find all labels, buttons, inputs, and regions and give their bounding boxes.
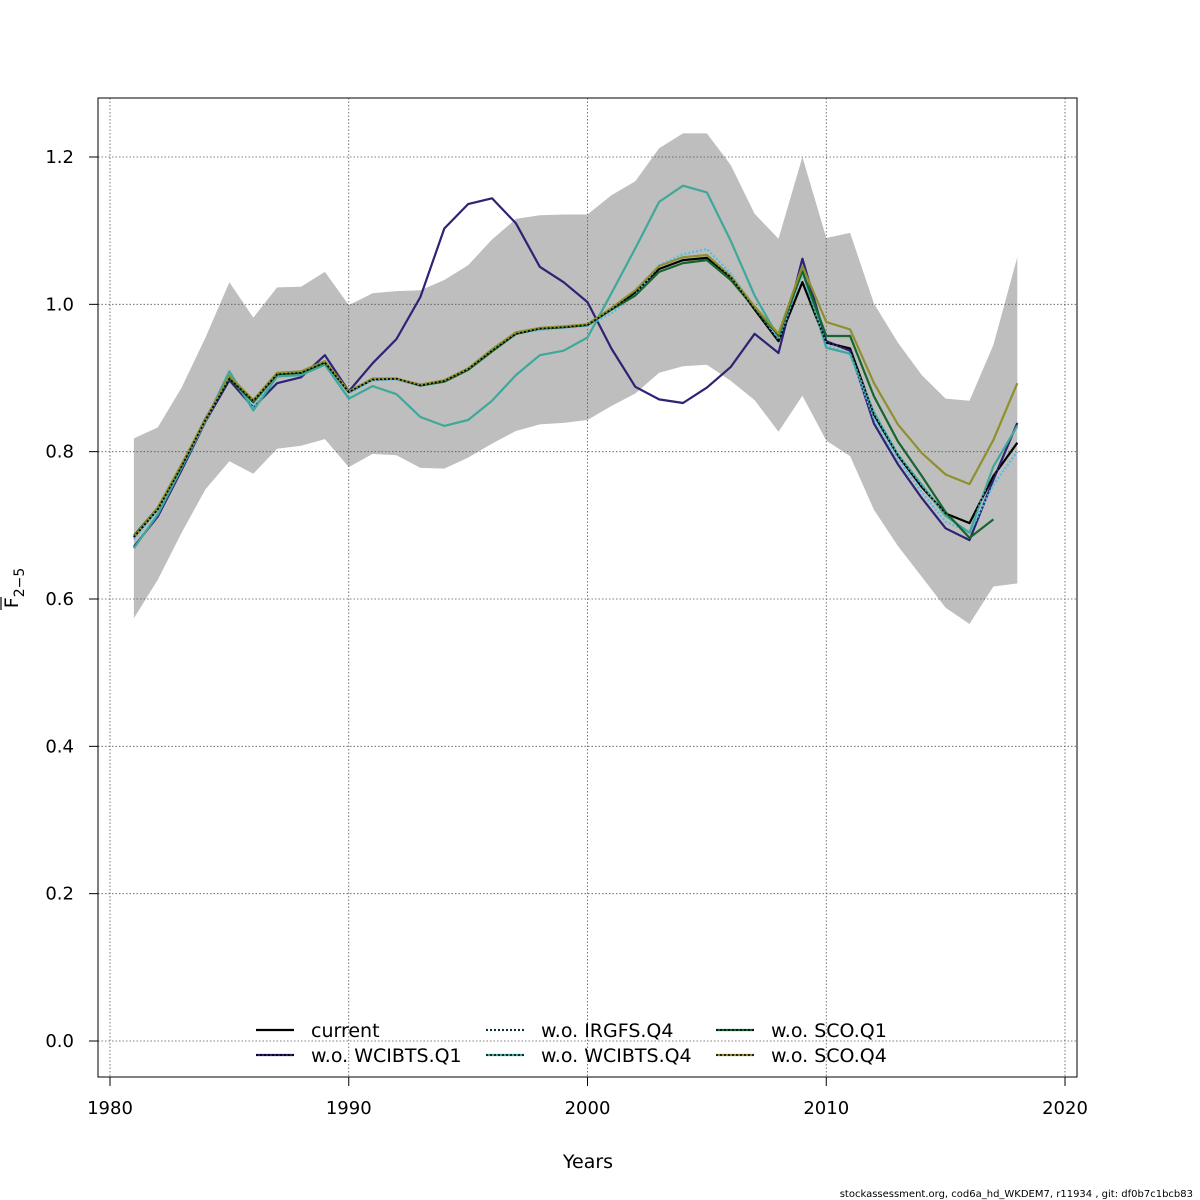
- legend-item: w.o. WCIBTS.Q1: [256, 1045, 462, 1067]
- series-line-current-overlay: [133, 257, 1018, 538]
- legend: current w.o. WCIBTS.Q1 w.o. IRGFS.Q4 w.o. W…: [256, 1020, 887, 1067]
- footer-attribution: stockassessment.org, cod6a_hd_WKDEM7, r1…: [840, 1189, 1193, 1200]
- legend-item: w.o. SCO.Q4: [716, 1045, 887, 1067]
- x-axis-title: Years: [562, 1151, 613, 1173]
- y-axis-title-base: F: [1, 597, 23, 608]
- series-layer: [133, 184, 1019, 549]
- x-tick-label: 2010: [803, 1098, 849, 1119]
- legend-item: w.o. WCIBTS.Q4: [486, 1045, 692, 1067]
- y-tick-label: 0.8: [45, 442, 74, 463]
- series-line-w-o-wcibts-q1: [133, 197, 1019, 548]
- legend-label: w.o. IRGFS.Q4: [541, 1020, 673, 1042]
- y-tick-label: 0.2: [45, 884, 74, 905]
- grid-layer: [98, 98, 1077, 1077]
- axis-layer: 1980 1990 2000 2010 2020 0.0 0.2 0.4 0.6 0.8 1.0 1.…: [45, 147, 1088, 1119]
- confidence-band-layer: [133, 133, 1018, 624]
- legend-item: w.o. SCO.Q1: [716, 1020, 887, 1042]
- legend-item: w.o. IRGFS.Q4: [486, 1020, 673, 1042]
- legend-label: w.o. WCIBTS.Q1: [311, 1045, 462, 1067]
- legend-label: current: [311, 1020, 380, 1042]
- y-tick-label: 1.0: [45, 294, 74, 315]
- x-tick-label: 1980: [87, 1098, 133, 1119]
- svg-text:F2−5: F2−5: [1, 568, 28, 608]
- series-line-w-o-wcibts-q4: [133, 184, 1019, 549]
- legend-label: w.o. SCO.Q1: [771, 1020, 887, 1042]
- legend-label: w.o. SCO.Q4: [771, 1045, 887, 1067]
- y-tick-label: 0.4: [45, 736, 74, 757]
- y-axis-title-subscript: 2−5: [12, 568, 28, 598]
- y-tick-label: 0.0: [45, 1031, 74, 1052]
- y-tick-label: 0.6: [45, 589, 74, 610]
- x-tick-label: 1990: [326, 1098, 372, 1119]
- y-tick-label: 1.2: [45, 147, 74, 168]
- confidence-band: [133, 133, 1018, 624]
- y-axis-title: F2−5: [0, 568, 28, 610]
- x-tick-label: 2020: [1042, 1098, 1088, 1119]
- legend-label: w.o. WCIBTS.Q4: [541, 1045, 692, 1067]
- legend-item: current: [256, 1020, 380, 1042]
- x-tick-label: 2000: [565, 1098, 611, 1119]
